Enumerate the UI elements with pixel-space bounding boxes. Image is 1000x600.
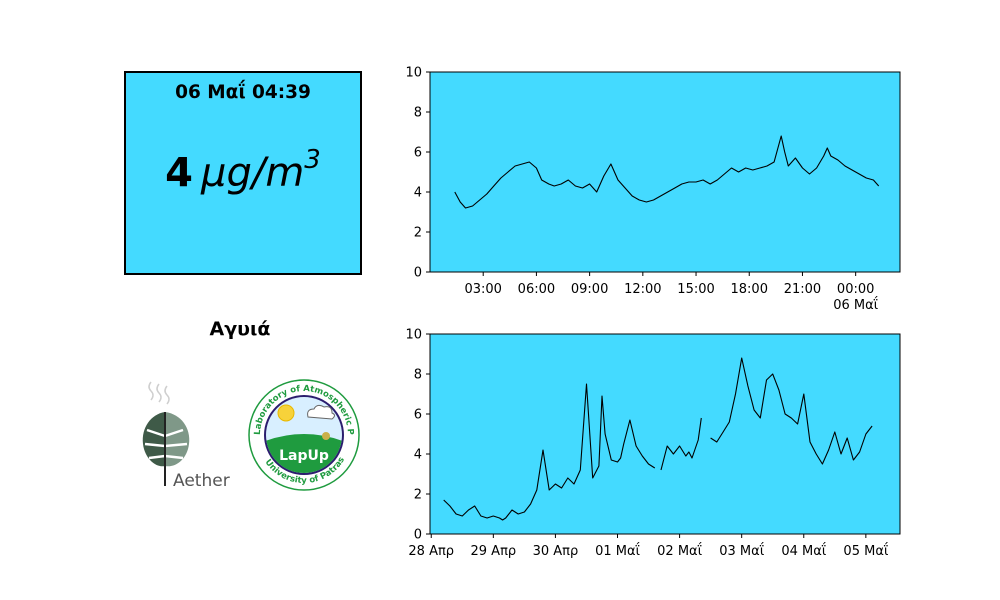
x-tick-label: 12:00: [624, 282, 661, 297]
x-tick-label: 03 Μαΐ: [719, 543, 764, 559]
current-reading-panel: 06 Μαΐ 04:39 4 μg/m3: [124, 71, 362, 275]
x-tick-label: 04 Μαΐ: [781, 543, 826, 559]
x-tick-label: 02 Μαΐ: [657, 543, 702, 559]
lapup-wordmark: LapUp: [279, 448, 329, 464]
x-tick-label: 05 Μαΐ: [843, 543, 888, 559]
x-tick-label: 01 Μαΐ: [595, 543, 640, 559]
pm-series-line: [443, 357, 873, 521]
x-tick-label: 06:00: [518, 282, 555, 297]
x-tick-label: 15:00: [677, 282, 714, 297]
recent-hours-chart: 0 2 4 6 8 10 03:00 06:00 09:00 12:00 15:00 18:00 21:…: [405, 66, 901, 313]
sun-cloud-icon: [277, 404, 335, 440]
station-name: Αγυιά: [209, 318, 271, 340]
recent-days-chart: 0 2 4 6 8 10 28 Απρ 29 Απρ 30 Απρ 01 Μαΐ 02 Μαΐ 03 …: [405, 328, 901, 559]
reading-unit: μg/m: [201, 150, 305, 197]
x-tick-label: 29 Απρ: [471, 544, 517, 559]
plot-frame: [429, 71, 901, 273]
x-tick-label: 30 Απρ: [533, 544, 579, 559]
x-tick-label: 03:00: [464, 282, 501, 297]
y-tick-label: 8: [414, 106, 422, 121]
lapup-logo: Laboratory of Atmospheric Physics Univer…: [246, 377, 360, 491]
y-tick-label: 8: [414, 368, 422, 383]
y-tick-label: 4: [414, 448, 422, 463]
plot-area: [430, 334, 900, 534]
y-tick-label: 0: [414, 266, 422, 281]
reading-timestamp: 06 Μαΐ 04:39: [175, 82, 311, 103]
y-tick-label: 6: [414, 408, 422, 423]
y-tick-label: 10: [405, 66, 422, 81]
x-tick-label: 21:00: [784, 282, 821, 297]
reading-value: 4 μg/m3: [126, 145, 360, 197]
monstera-leaf-icon: [142, 381, 190, 486]
y-tick-label: 2: [414, 488, 422, 503]
plot-frame: [429, 333, 901, 535]
x-tick-label: 28 Απρ: [408, 544, 454, 559]
y-tick-label: 6: [414, 146, 422, 161]
aether-wordmark: Aether: [173, 471, 230, 491]
x-tick-label: 00:00: [837, 282, 874, 297]
y-tick-label: 10: [405, 328, 422, 343]
reading-unit-exponent: 3: [304, 145, 321, 175]
x-date-label: 06 Μαΐ: [833, 297, 878, 313]
plot-area: [430, 72, 900, 272]
x-tick-label: 09:00: [571, 282, 608, 297]
aether-logo: Aether: [142, 381, 230, 491]
y-tick-label: 4: [414, 186, 422, 201]
y-tick-label: 2: [414, 226, 422, 241]
reading-number: 4: [165, 150, 193, 197]
y-tick-label: 0: [414, 528, 422, 543]
pm-series-line: [454, 135, 880, 209]
x-tick-label: 18:00: [731, 282, 768, 297]
